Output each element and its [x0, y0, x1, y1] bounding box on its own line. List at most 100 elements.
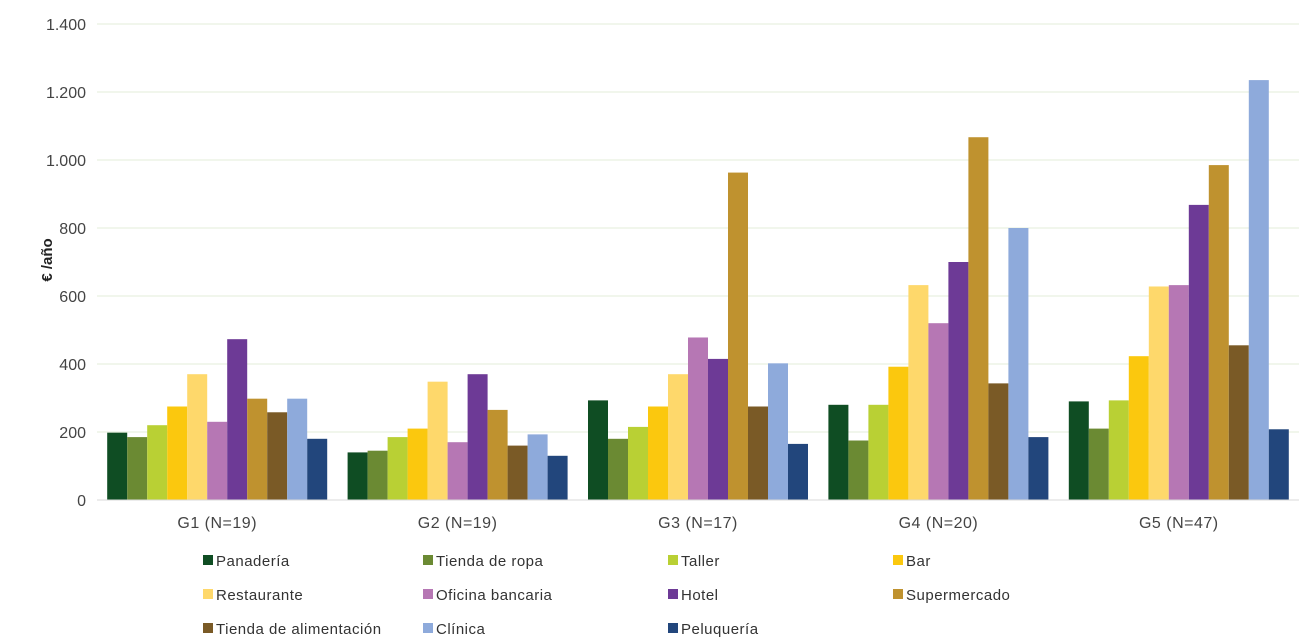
bar — [1168, 285, 1189, 500]
bar — [588, 400, 608, 500]
bar — [547, 455, 568, 500]
y-tick-label: 0 — [77, 493, 86, 510]
bar — [1068, 401, 1089, 500]
bar — [187, 374, 208, 500]
bar — [367, 450, 388, 500]
bar — [608, 438, 628, 500]
y-axis-ticks: 0 200 400 600 800 1.000 1.200 1.400 — [46, 17, 86, 510]
legend-item: Restaurante — [203, 587, 303, 604]
legend-label: Peluquería — [681, 621, 759, 638]
y-tick-label: 200 — [59, 425, 86, 442]
bar — [888, 366, 909, 500]
bar — [648, 406, 668, 500]
bar — [247, 398, 268, 500]
legend-item: Tienda de ropa — [423, 553, 544, 570]
bar — [407, 428, 428, 500]
bar — [227, 339, 248, 500]
legend-label: Bar — [906, 553, 931, 570]
bar — [507, 445, 528, 500]
x-category-label: G5 (N=47) — [1139, 515, 1219, 532]
legend-item: Hotel — [668, 587, 719, 604]
x-category-label: G2 (N=19) — [418, 515, 498, 532]
legend-item: Clínica — [423, 621, 486, 638]
legend-item: Tienda de alimentación — [203, 621, 382, 638]
bar — [688, 337, 708, 500]
legend-swatch — [423, 589, 433, 599]
bar — [708, 358, 728, 500]
bar — [127, 437, 148, 500]
y-tick-label: 800 — [59, 221, 86, 238]
bar — [267, 412, 288, 500]
legend-label: Tienda de ropa — [436, 553, 544, 570]
bar — [487, 409, 508, 500]
bar — [1268, 429, 1289, 500]
bar — [1148, 286, 1169, 500]
bar — [1248, 80, 1269, 500]
legend-swatch — [668, 589, 678, 599]
y-tick-label: 600 — [59, 289, 86, 306]
bar — [948, 262, 969, 500]
legend-label: Hotel — [681, 587, 719, 604]
bar — [147, 425, 168, 500]
gridlines — [97, 23, 1299, 433]
bar — [427, 381, 448, 500]
bar — [988, 383, 1009, 500]
legend-item: Taller — [668, 553, 720, 570]
bar — [1228, 345, 1249, 500]
legend-label: Oficina bancaria — [436, 587, 553, 604]
bar — [387, 437, 408, 500]
bar — [968, 137, 989, 500]
bar — [868, 404, 889, 500]
legend-swatch — [668, 555, 678, 565]
legend-item: Peluquería — [668, 621, 759, 638]
legend-label: Supermercado — [906, 587, 1010, 604]
legend-label: Clínica — [436, 621, 486, 638]
x-category-label: G3 (N=17) — [658, 515, 738, 532]
bar — [908, 285, 929, 500]
y-tick-label: 1.200 — [46, 85, 86, 102]
legend-label: Restaurante — [216, 587, 303, 604]
legend-swatch — [203, 623, 213, 633]
bar — [167, 406, 188, 500]
legend-swatch — [668, 623, 678, 633]
y-tick-label: 400 — [59, 357, 86, 374]
bar — [848, 440, 869, 500]
x-category-label: G4 (N=20) — [899, 515, 979, 532]
bar — [928, 323, 949, 500]
bar — [347, 452, 368, 500]
x-axis-category-labels: G1 (N=19) G2 (N=19) G3 (N=17) G4 (N=20) G5 (… — [177, 515, 1218, 532]
bar — [1028, 437, 1049, 500]
bar — [1128, 356, 1149, 500]
legend-label: Panadería — [216, 553, 290, 570]
legend-label: Taller — [681, 553, 720, 570]
bar — [668, 374, 688, 500]
legend-item: Oficina bancaria — [423, 587, 553, 604]
bar — [788, 443, 808, 500]
bar — [1188, 204, 1209, 500]
legend-item: Supermercado — [893, 587, 1010, 604]
legend: Panadería Tienda de ropa Taller Bar Restaura… — [203, 553, 1010, 638]
bar — [447, 442, 468, 500]
bars — [107, 80, 1289, 500]
bar — [207, 421, 228, 500]
legend-item: Bar — [893, 553, 931, 570]
legend-item: Panadería — [203, 553, 290, 570]
bar — [107, 432, 128, 500]
bar — [768, 363, 788, 500]
bar — [307, 438, 328, 500]
bar — [748, 406, 768, 500]
bar — [1088, 428, 1109, 500]
bar — [628, 426, 648, 500]
legend-label: Tienda de alimentación — [216, 621, 382, 638]
bar — [728, 172, 748, 500]
bar — [287, 398, 308, 500]
bar — [1008, 228, 1029, 500]
bar — [1208, 165, 1229, 500]
y-tick-label: 1.000 — [46, 153, 86, 170]
bar — [1108, 400, 1129, 500]
bar — [527, 434, 548, 500]
legend-swatch — [893, 555, 903, 565]
legend-swatch — [423, 555, 433, 565]
legend-swatch — [203, 589, 213, 599]
